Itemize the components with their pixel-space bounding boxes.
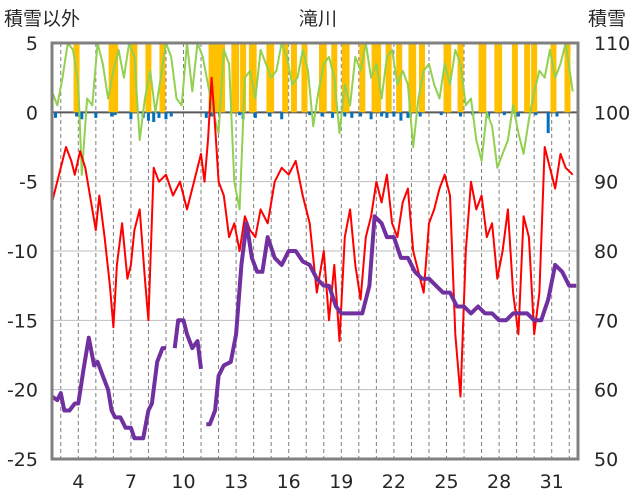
precip-bar: [439, 112, 443, 116]
precip-bar: [385, 112, 389, 118]
x-tick-label: 4: [72, 471, 84, 493]
precip-bar: [399, 112, 403, 121]
left-tick-label: -20: [7, 380, 38, 402]
x-tick-label: 10: [171, 471, 195, 493]
precip-bar: [267, 112, 271, 117]
precip-bar: [418, 112, 422, 117]
snowfall-bar: [524, 43, 531, 113]
precip-bar: [555, 112, 559, 117]
snowfall-bar: [385, 43, 392, 113]
x-tick-label: 25: [434, 471, 458, 493]
precip-bar: [210, 112, 214, 117]
precip-bar: [350, 112, 354, 118]
snowfall-bar: [131, 43, 138, 113]
precip-bar: [320, 112, 324, 117]
x-tick-label: 28: [487, 471, 511, 493]
right-tick-label: 70: [594, 310, 618, 332]
snowfall-bar: [159, 43, 166, 113]
right-axis-label: 積雪: [588, 8, 627, 30]
snowfall-bar: [301, 43, 308, 113]
precip-bar: [169, 112, 173, 117]
snowfall-bar: [343, 43, 350, 113]
right-tick-label: 60: [594, 380, 618, 402]
snow-depth-line: [172, 318, 203, 370]
precip-bar: [157, 112, 161, 118]
precip-bar: [343, 112, 347, 117]
precip-bar: [152, 112, 156, 123]
left-axis-label: 積雪以外: [4, 8, 81, 30]
left-tick-label: -15: [7, 310, 38, 332]
precip-bar: [459, 112, 463, 117]
x-tick-label: 31: [540, 471, 564, 493]
x-tick-label: 7: [125, 471, 137, 493]
left-tick-label: 0: [26, 102, 38, 124]
snowfall-bar: [480, 43, 487, 113]
snowfall-bar: [457, 43, 464, 113]
plot-frame: [50, 41, 580, 461]
precip-bar: [516, 112, 520, 117]
right-tick-label: 50: [594, 449, 618, 471]
right-tick-label: 110: [594, 33, 630, 55]
precip-bar: [75, 112, 79, 117]
right-tick-label: 80: [594, 241, 618, 263]
x-tick-label: 19: [329, 471, 353, 493]
precip-bar: [113, 112, 117, 116]
snowfall-bar: [240, 43, 247, 113]
precip-bar: [204, 112, 208, 118]
precip-bar: [380, 112, 384, 117]
snow-depth-line: [206, 214, 577, 427]
left-tick-label: 5: [26, 33, 38, 55]
precip-bar: [253, 112, 257, 118]
sunshine-line: [51, 42, 574, 211]
snowfall-bar: [320, 43, 327, 113]
snowfall-bar: [550, 43, 557, 113]
snowfall-bar: [233, 43, 240, 113]
precip-bar: [392, 112, 396, 117]
precip-bar: [369, 112, 373, 120]
precip-bar: [359, 112, 363, 117]
left-tick-label: -10: [7, 241, 38, 263]
left-tick-label: -25: [7, 449, 38, 471]
precip-bar: [331, 112, 335, 118]
x-tick-label: 22: [382, 471, 406, 493]
snowfall-bar: [290, 43, 297, 113]
precip-bar: [110, 112, 114, 117]
chart-title: 滝川: [299, 8, 338, 30]
snowfall-bar: [250, 43, 257, 113]
precip-bar: [80, 112, 84, 120]
snowfall-bar: [371, 43, 378, 113]
precip-bar: [129, 112, 133, 120]
precip-bar: [280, 112, 284, 120]
precip-bar: [146, 112, 150, 121]
precip-bar: [546, 112, 550, 134]
snowfall-bar: [531, 43, 538, 113]
snowfall-bar: [410, 43, 417, 113]
precip-bar: [308, 112, 312, 116]
temperature-line: [51, 76, 574, 398]
precip-bar: [502, 112, 506, 116]
precip-bar: [54, 112, 58, 118]
x-tick-label: 16: [277, 471, 301, 493]
precip-bar: [94, 112, 98, 118]
right-tick-label: 100: [594, 102, 630, 124]
right-tick-label: 90: [594, 172, 618, 194]
snowfall-bar: [112, 43, 119, 113]
left-tick-label: -5: [19, 172, 38, 194]
snowfall-bar: [511, 43, 518, 113]
snow-depth-line: [50, 335, 166, 441]
snowfall-bar: [282, 43, 289, 113]
precip-bar: [164, 112, 168, 120]
precip-bar: [406, 112, 410, 118]
snowfall-bar: [564, 43, 571, 113]
snowfall-bar: [359, 43, 366, 113]
snowfall-bar: [213, 43, 220, 113]
precip-bar: [238, 112, 242, 116]
x-tick-label: 13: [224, 471, 248, 493]
precip-bar: [534, 112, 538, 116]
snowfall-bar: [496, 43, 503, 113]
